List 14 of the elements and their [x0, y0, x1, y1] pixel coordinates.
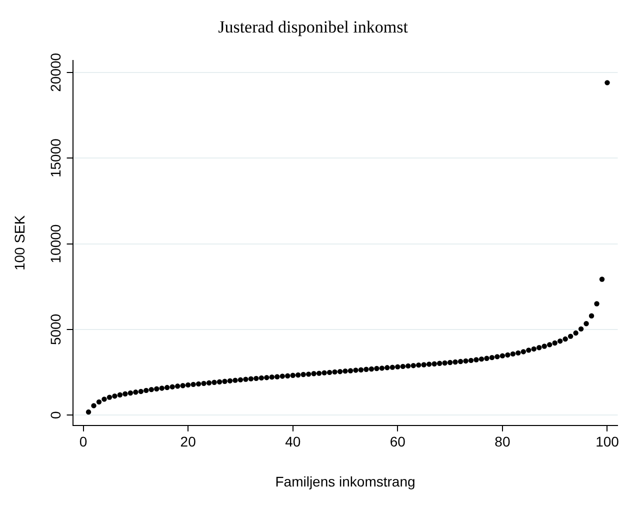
x-tick-label: 80 — [494, 434, 510, 450]
y-tick-label: 5000 — [48, 314, 64, 346]
y-axis-title: 100 SEK — [11, 214, 28, 271]
x-tick-label: 100 — [596, 434, 620, 450]
y-tick-label: 10000 — [48, 224, 64, 264]
y-tick-label: 15000 — [48, 138, 64, 178]
x-tick-label: 40 — [285, 434, 301, 450]
x-tick-label: 60 — [390, 434, 406, 450]
y-tick-label: 0 — [48, 411, 64, 420]
x-tick-label: 0 — [79, 434, 88, 450]
x-tick-label: 20 — [180, 434, 196, 450]
x-axis-title: Familjens inkomstrang — [275, 473, 416, 490]
chart-title: Justerad disponibel inkomst — [218, 18, 408, 37]
y-tick-label: 20000 — [48, 52, 64, 92]
